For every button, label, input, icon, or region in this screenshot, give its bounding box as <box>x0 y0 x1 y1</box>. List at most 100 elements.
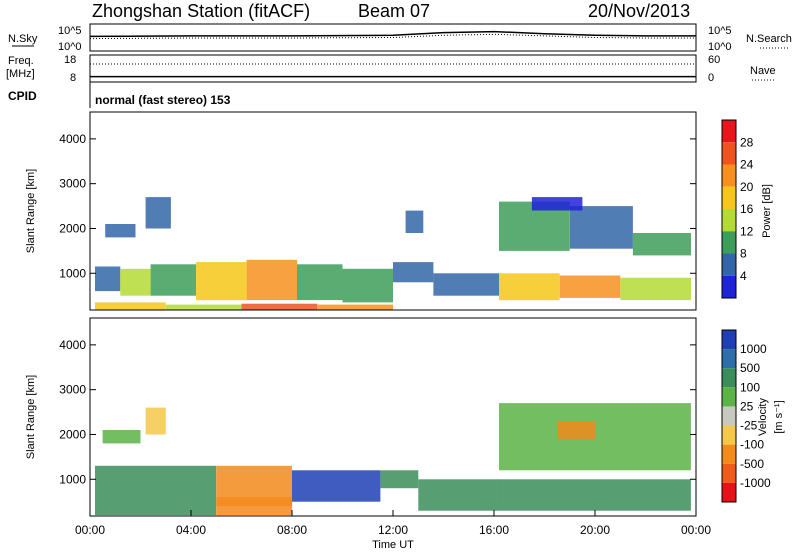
power-cell <box>393 262 434 283</box>
nave-tick-low: 0 <box>708 72 714 84</box>
velocity-colorbar-label: -25 <box>740 419 758 433</box>
x-tick-label: 08:00 <box>277 523 307 537</box>
velocity-cell <box>557 421 595 439</box>
velocity-colorbar-label: 1000 <box>740 342 767 356</box>
nsky-series-line <box>89 30 696 38</box>
velocity-colorbar-label: -1000 <box>740 476 771 490</box>
velocity-colorbar-label: 500 <box>740 361 760 375</box>
power-colorbar-label: 20 <box>740 180 754 194</box>
velocity-colorbar-label: -500 <box>740 457 764 471</box>
power-cell <box>105 224 136 238</box>
cpid-label: CPID <box>8 89 37 103</box>
power-cell <box>150 264 197 296</box>
velocity-colorbar-swatch <box>722 349 736 369</box>
velocity-cell <box>95 465 217 516</box>
freq-panel-frame <box>89 54 697 83</box>
power-colorbar-label: 16 <box>740 202 754 216</box>
beam-label: Beam 07 <box>358 1 430 21</box>
velocity-cell <box>102 430 141 444</box>
noise-tick-low-left: 10^0 <box>58 41 82 53</box>
power-ytick-label: 3000 <box>59 177 86 191</box>
noise-tick-low-right: 10^0 <box>708 41 732 53</box>
nsearch-label: N.Search <box>746 33 792 45</box>
power-ylabel: Slant Range [km] <box>25 169 37 253</box>
velocity-ylabel: Slant Range [km] <box>25 375 37 459</box>
freq-label: Freq. <box>8 55 34 67</box>
power-colorbar: 28 24 20 16 12 8 4 <box>721 119 754 299</box>
power-cell <box>317 304 394 310</box>
power-cell <box>95 266 121 292</box>
power-cell <box>632 233 691 256</box>
power-colorbar-label: Power [dB] <box>761 184 773 238</box>
power-colorbar-label: 24 <box>740 158 754 172</box>
date-label: 20/Nov/2013 <box>588 1 690 21</box>
power-colorbar-label: 8 <box>740 247 747 261</box>
velocity-colorbar-swatch <box>722 387 736 407</box>
velocity-colorbar-swatch <box>722 425 736 445</box>
velocity-colorbar-swatch <box>722 368 736 388</box>
x-tick-label: 04:00 <box>176 523 206 537</box>
power-cell <box>620 277 691 301</box>
power-y-ticks: 4000 3000 2000 1000 <box>59 132 696 280</box>
nsky-label: N.Sky <box>8 33 38 45</box>
power-cell <box>95 302 166 310</box>
power-colorbar-label: 4 <box>740 269 747 283</box>
x-tick-label: 00:00 <box>681 523 711 537</box>
nave-label: Nave <box>750 65 776 77</box>
power-colorbar-swatch <box>722 253 736 276</box>
velocity-cell <box>418 479 500 511</box>
x-tick-label: 00:00 <box>75 523 105 537</box>
cpid-text: normal (fast stereo) 153 <box>95 93 231 107</box>
velocity-colorbar-label: Velocity <box>757 398 769 436</box>
velocity-colorbar-label: 100 <box>740 380 760 394</box>
velocity-colorbar-unit: [m s⁻¹] <box>773 400 785 433</box>
power-colorbar-swatch <box>722 231 736 254</box>
velocity-y-ticks: 4000 3000 2000 1000 <box>59 338 696 486</box>
power-panel-frame <box>89 111 697 311</box>
velocity-ytick-label: 1000 <box>59 472 86 486</box>
power-colorbar-swatch <box>722 186 736 209</box>
freq-unit-label: [MHz] <box>6 68 35 80</box>
power-cell <box>145 197 171 229</box>
velocity-colorbar: 1000 500 100 25 -25 -100 -500 -1000 <box>721 329 771 503</box>
power-colorbar-frame <box>721 119 737 299</box>
velocity-colorbar-label: -100 <box>740 438 764 452</box>
velocity-cell <box>380 470 419 489</box>
power-colorbar-swatch <box>722 209 736 232</box>
power-colorbar-label: 28 <box>740 135 754 149</box>
power-cell <box>196 262 247 301</box>
power-colorbar-label: 12 <box>740 224 754 238</box>
velocity-colorbar-swatch <box>722 463 736 483</box>
time-x-ticks: 00:00 04:00 08:00 12:00 16:00 20:00 00:00 <box>75 510 711 537</box>
power-ytick-label: 2000 <box>59 221 86 235</box>
power-cell <box>297 264 343 301</box>
noise-tick-high-left: 10^5 <box>58 25 82 37</box>
nsearch-series-line <box>89 33 696 40</box>
power-colorbar-swatch <box>722 120 736 143</box>
power-cell <box>405 210 424 233</box>
power-cell <box>165 304 242 310</box>
power-cell <box>246 259 298 301</box>
velocity-cell <box>499 479 691 511</box>
x-tick-label: 16:00 <box>479 523 509 537</box>
velocity-cell <box>216 497 293 516</box>
velocity-ytick-label: 2000 <box>59 427 86 441</box>
power-colorbar-swatch <box>722 164 736 187</box>
freq-tick-low: 8 <box>70 72 76 84</box>
power-cell <box>499 273 560 301</box>
power-cell <box>433 273 499 296</box>
velocity-ytick-label: 3000 <box>59 383 86 397</box>
velocity-colorbar-swatch <box>722 330 736 350</box>
power-ytick-label: 1000 <box>59 266 86 280</box>
power-cell <box>120 268 151 296</box>
power-cell <box>569 206 633 249</box>
power-cell <box>241 303 318 310</box>
power-cell <box>342 268 393 303</box>
nave-tick-high: 60 <box>708 54 720 66</box>
velocity-colorbar-label: 25 <box>740 399 754 413</box>
power-colorbar-swatch <box>722 142 736 165</box>
velocity-heatmap <box>95 403 691 516</box>
power-heatmap <box>95 197 691 310</box>
velocity-cell <box>145 407 166 435</box>
